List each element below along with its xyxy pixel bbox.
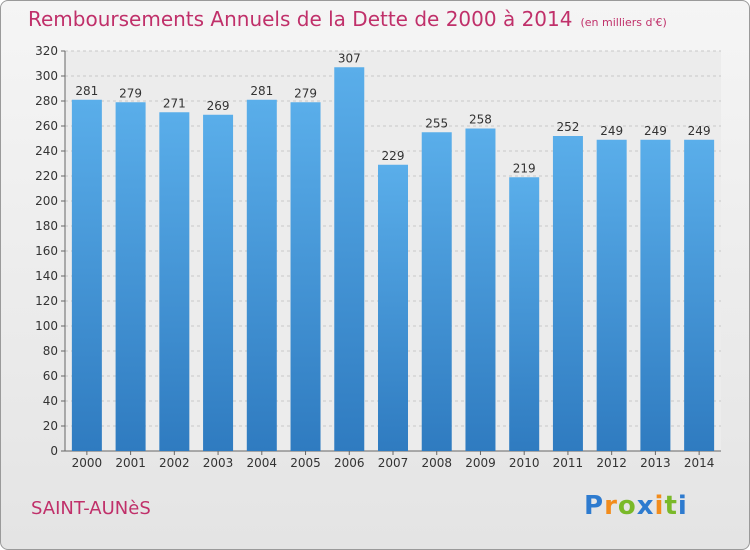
bar-value-label: 219 <box>513 161 536 175</box>
y-tick-label: 160 <box>35 244 58 258</box>
bar-value-label: 255 <box>425 116 448 130</box>
x-tick-label: 2013 <box>640 456 671 470</box>
y-tick-label: 260 <box>35 119 58 133</box>
x-tick-label: 2006 <box>334 456 365 470</box>
logo-letter: P <box>584 491 605 521</box>
y-tick-label: 60 <box>43 369 58 383</box>
bar-value-label: 281 <box>250 84 273 98</box>
x-tick-label: 2004 <box>247 456 278 470</box>
y-tick-label: 100 <box>35 319 58 333</box>
x-tick-label: 2000 <box>72 456 103 470</box>
x-tick-label: 2012 <box>596 456 627 470</box>
y-tick-label: 240 <box>35 144 58 158</box>
bar-value-label: 258 <box>469 113 492 127</box>
bar <box>159 112 190 451</box>
bar-value-label: 281 <box>75 84 98 98</box>
bar <box>552 136 583 451</box>
bar <box>334 67 365 451</box>
bar-value-label: 252 <box>556 120 579 134</box>
logo-letter: t <box>664 491 678 521</box>
bar <box>596 139 627 451</box>
x-tick-label: 2014 <box>684 456 715 470</box>
logo-letter: x <box>636 491 655 521</box>
title-text: Remboursements Annuels de la Dette de 20… <box>28 7 573 31</box>
bar <box>115 102 146 451</box>
bar <box>378 164 408 451</box>
x-tick-label: 2005 <box>290 456 321 470</box>
x-tick-label: 2007 <box>378 456 409 470</box>
y-tick-label: 20 <box>43 419 58 433</box>
logo-letter: i <box>654 491 665 521</box>
y-tick-label: 140 <box>35 269 58 283</box>
unit-label: (en milliers d'€) <box>580 16 667 29</box>
y-tick-label: 80 <box>43 344 58 358</box>
bar <box>290 102 321 451</box>
bar-value-label: 249 <box>688 124 711 138</box>
bar <box>465 128 496 451</box>
bar-value-label: 279 <box>119 86 142 100</box>
x-tick-label: 2009 <box>465 456 496 470</box>
y-tick-label: 180 <box>35 219 58 233</box>
y-tick-label: 40 <box>43 394 58 408</box>
y-tick-label: 320 <box>35 44 58 58</box>
bar-value-label: 249 <box>600 124 623 138</box>
bar <box>421 132 452 451</box>
bar-value-label: 279 <box>294 86 317 100</box>
bar <box>640 139 671 451</box>
logo-letter: i <box>677 491 688 521</box>
bar-value-label: 307 <box>338 51 361 65</box>
chart-title: Remboursements Annuels de la Dette de 20… <box>28 7 667 31</box>
bar-value-label: 249 <box>644 124 667 138</box>
y-tick-label: 0 <box>50 444 58 458</box>
x-tick-label: 2011 <box>553 456 584 470</box>
bar-value-label: 269 <box>207 99 230 113</box>
x-tick-label: 2001 <box>115 456 146 470</box>
y-tick-label: 280 <box>35 94 58 108</box>
bar <box>246 99 277 451</box>
bar-value-label: 271 <box>163 96 186 110</box>
proxiti-logo: Proxiti <box>584 491 688 521</box>
commune-name: SAINT-AUNèS <box>31 498 151 519</box>
bar <box>684 139 715 451</box>
logo-letter: o <box>617 491 637 521</box>
bar <box>71 99 102 451</box>
y-tick-label: 200 <box>35 194 58 208</box>
logo-letter: r <box>604 491 618 521</box>
x-tick-label: 2010 <box>509 456 540 470</box>
y-tick-label: 220 <box>35 169 58 183</box>
bar-value-label: 229 <box>382 149 405 163</box>
bar <box>509 177 540 451</box>
x-tick-label: 2003 <box>203 456 234 470</box>
y-tick-label: 300 <box>35 69 58 83</box>
y-tick-label: 120 <box>35 294 58 308</box>
x-tick-label: 2002 <box>159 456 190 470</box>
bar <box>203 114 234 451</box>
x-tick-label: 2008 <box>421 456 452 470</box>
